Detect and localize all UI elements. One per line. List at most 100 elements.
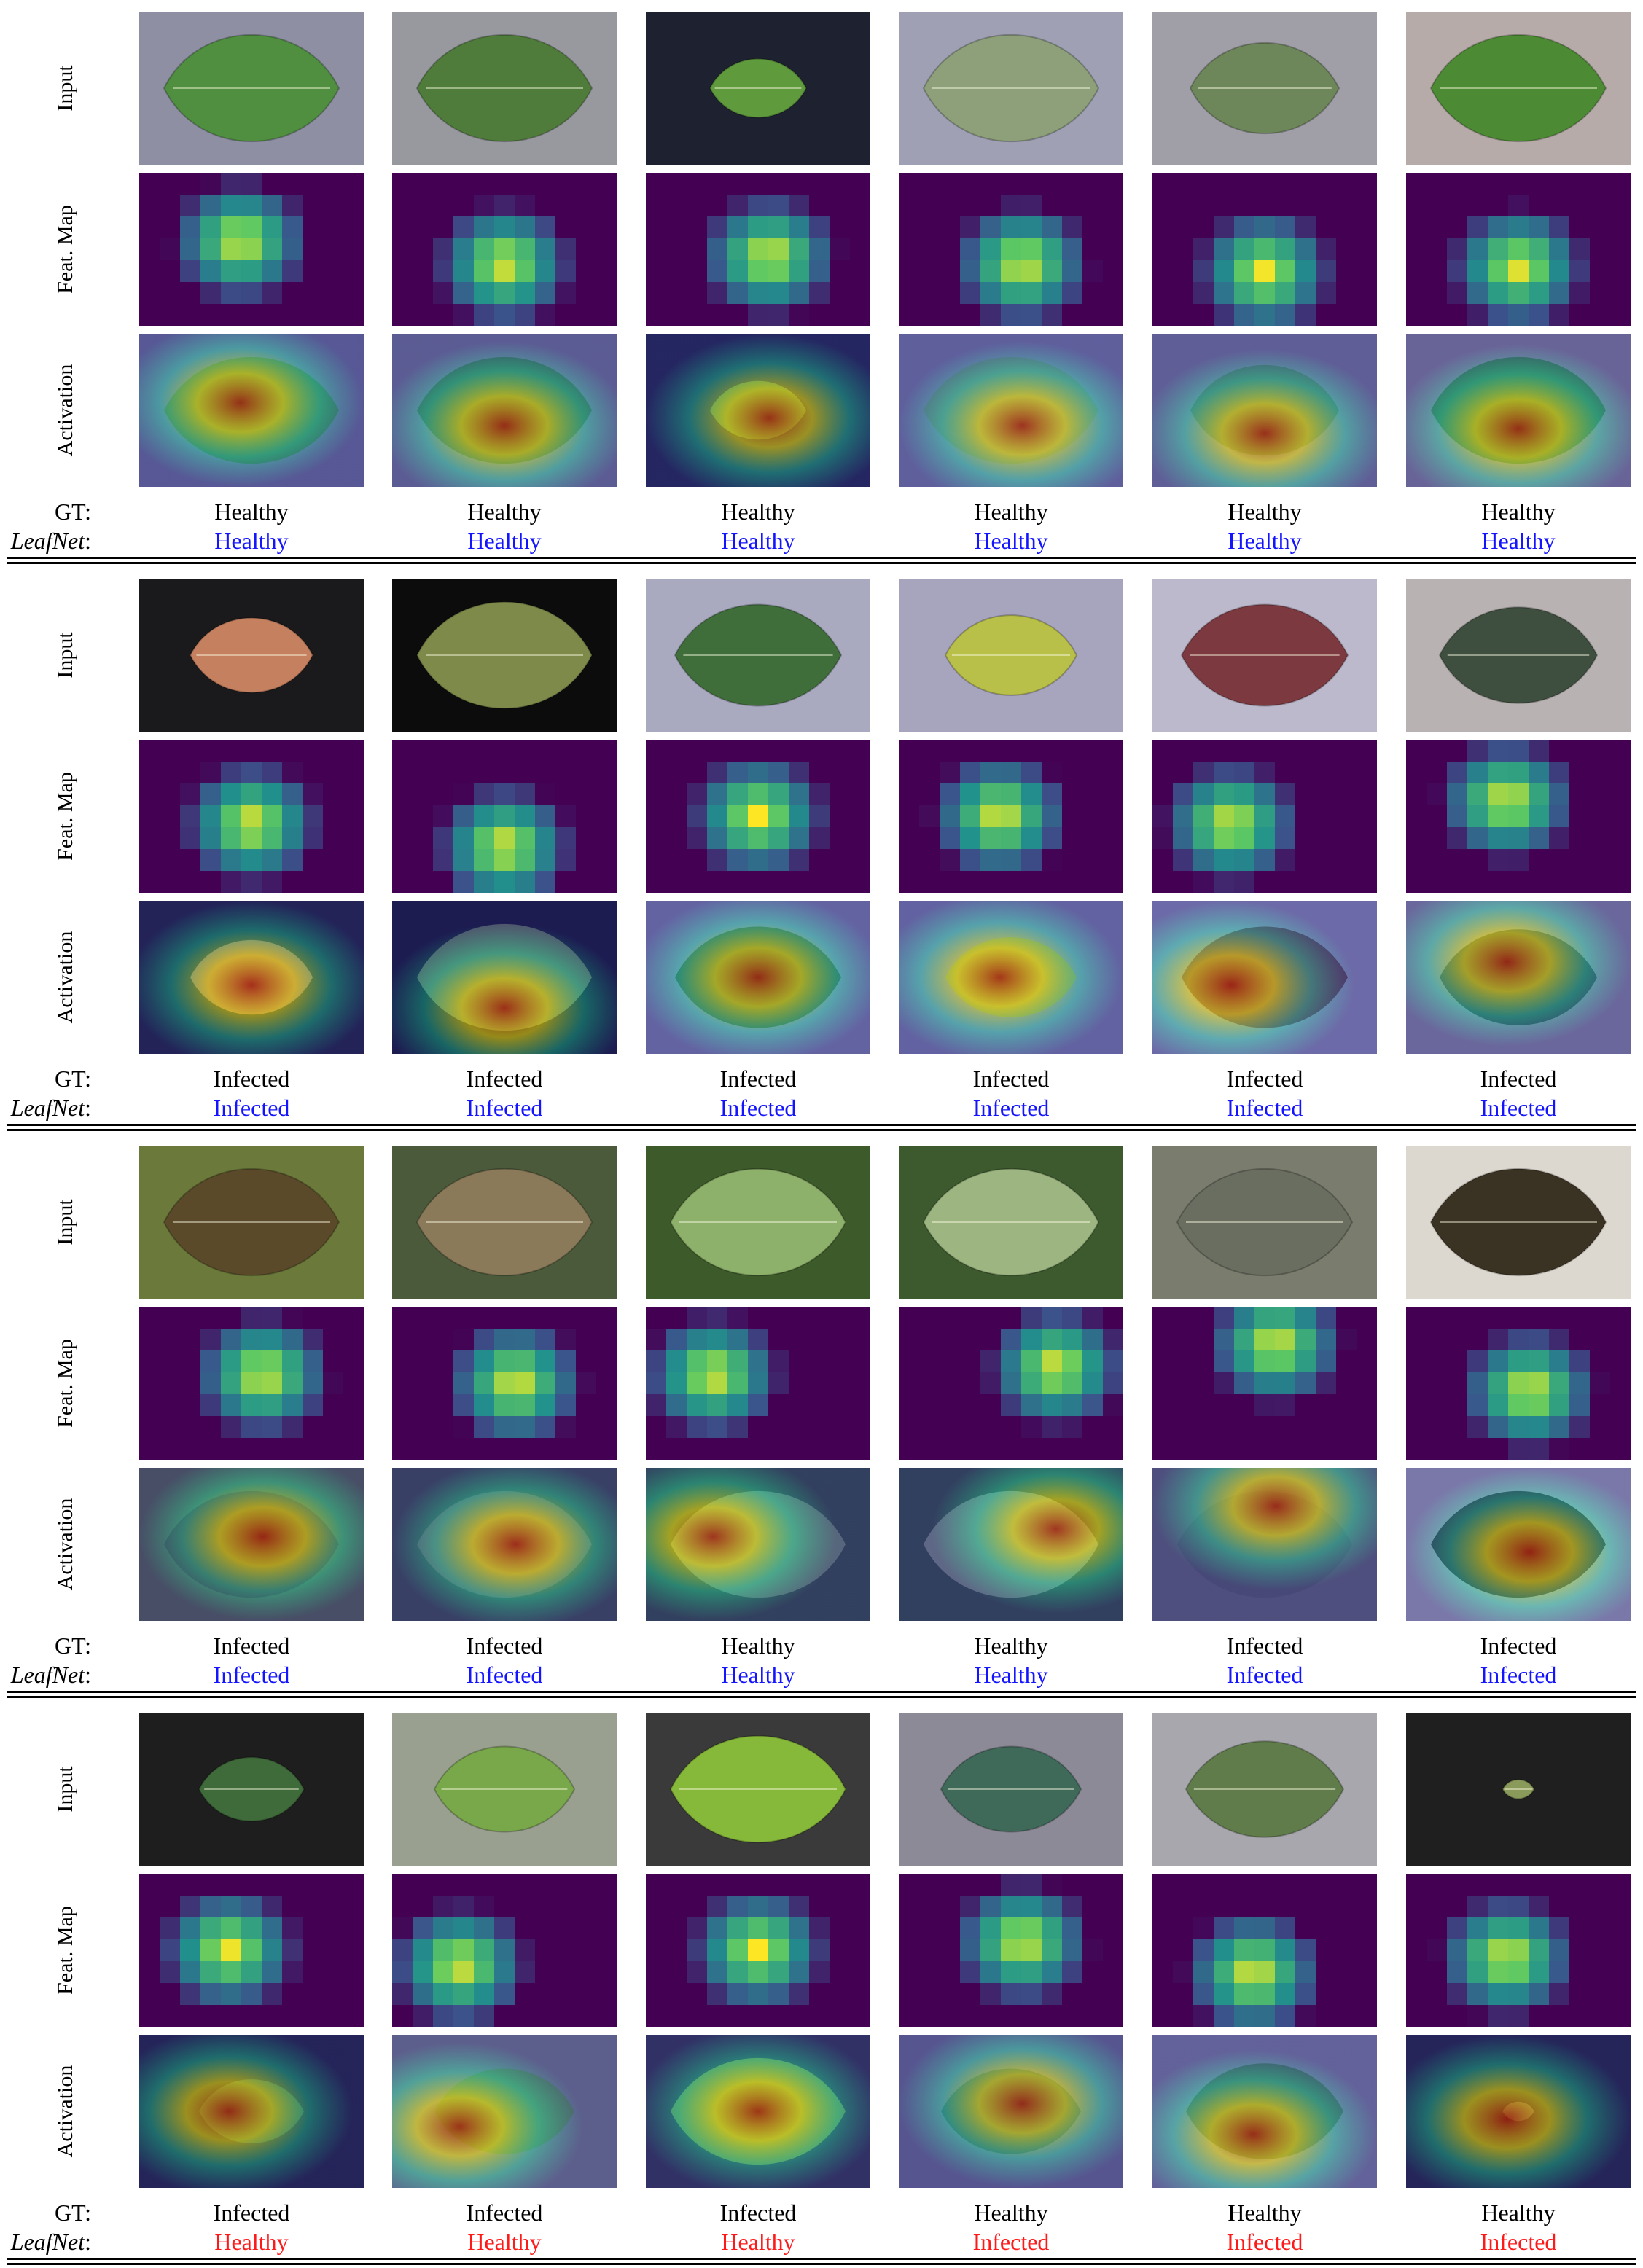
feature-map-cell — [139, 173, 364, 326]
input-cell — [392, 1146, 617, 1299]
rule-line — [7, 562, 1636, 564]
input-cell — [1406, 1713, 1631, 1866]
gt-label: GT: — [55, 1632, 91, 1659]
row-label-text: Activation — [53, 2065, 77, 2158]
prediction-label: LeafNet: — [7, 1660, 91, 1689]
feature-map — [1152, 1874, 1377, 2027]
activation-cell — [392, 2035, 617, 2188]
double-rule-separator — [7, 2258, 1636, 2267]
row-label: Activation — [0, 2035, 131, 2188]
prediction-value: Healthy — [721, 1662, 795, 1688]
feature-map — [1152, 740, 1377, 893]
activation-cell — [139, 901, 364, 1054]
gt-value: Healthy — [467, 498, 542, 525]
activation-overlay — [646, 2035, 870, 2188]
leaf-shape — [922, 34, 1100, 143]
double-rule-separator — [7, 557, 1636, 566]
input-image — [899, 12, 1123, 165]
leaf-shape — [940, 1745, 1082, 1833]
rule-line — [7, 1124, 1636, 1126]
gt-value: Healthy — [974, 498, 1048, 525]
input-cell — [899, 1146, 1123, 1299]
feature-map-cell — [139, 1874, 364, 2027]
feature-map — [139, 173, 364, 326]
feature-map-cell — [1406, 740, 1631, 893]
row-label-text: Input — [53, 1199, 77, 1246]
feature-map-cell — [392, 1307, 617, 1460]
prediction-value: Infected — [1226, 2229, 1303, 2255]
rule-line — [7, 2258, 1636, 2260]
input-image — [139, 12, 364, 165]
prediction-value: Infected — [1480, 2229, 1557, 2255]
row-label-text: Activation — [53, 931, 77, 1024]
input-image — [1406, 579, 1631, 732]
feature-map — [899, 1307, 1123, 1460]
input-cell — [1152, 579, 1377, 732]
input-cell — [646, 579, 870, 732]
row-label: Activation — [0, 1468, 131, 1621]
gt-value: Healthy — [1481, 2199, 1556, 2226]
feature-map — [899, 740, 1123, 893]
prediction-value: Infected — [1226, 1095, 1303, 1121]
gt-value: Infected — [972, 1065, 1050, 1092]
input-cell — [139, 12, 364, 165]
input-cell — [392, 579, 617, 732]
feature-map-cell — [139, 740, 364, 893]
input-image — [1406, 12, 1631, 165]
prediction-value: Healthy — [1228, 528, 1302, 554]
activation-overlay — [1406, 2035, 1631, 2188]
activation-cell — [1406, 901, 1631, 1054]
prediction-value: Healthy — [214, 2229, 289, 2255]
input-cell — [1406, 12, 1631, 165]
input-image — [646, 12, 870, 165]
leaf-shape — [415, 601, 593, 710]
input-cell — [392, 12, 617, 165]
gt-value: Infected — [213, 1632, 290, 1659]
activation-cell — [1152, 2035, 1377, 2188]
activation-cell — [1406, 1468, 1631, 1621]
activation-overlay — [899, 334, 1123, 487]
feature-map-cell — [646, 173, 870, 326]
input-image — [139, 1713, 364, 1866]
model-name-colon: : — [85, 1095, 91, 1121]
prediction-label: LeafNet: — [7, 526, 91, 555]
input-image — [646, 579, 870, 732]
feature-map — [392, 1874, 617, 2027]
activation-overlay — [646, 334, 870, 487]
leaf-shape — [669, 1735, 847, 1844]
feature-map-cell — [1406, 1874, 1631, 2027]
feature-map — [392, 740, 617, 893]
model-name-colon: : — [85, 2229, 91, 2255]
feature-map — [899, 1874, 1123, 2027]
row-label: Feat. Map — [0, 1307, 131, 1460]
activation-cell — [899, 1468, 1123, 1621]
feature-map — [646, 1874, 870, 2027]
gt-value: Healthy — [1228, 498, 1302, 525]
input-cell — [646, 1146, 870, 1299]
row-label: Feat. Map — [0, 1874, 131, 2027]
feature-map-cell — [646, 1874, 870, 2027]
feature-map-cell — [899, 1874, 1123, 2027]
activation-overlay — [646, 901, 870, 1054]
gt-value: Healthy — [974, 1632, 1048, 1659]
leaf-shape — [415, 1168, 593, 1277]
result-block: Input Feat. Map Activation Healthy Healthy He… — [0, 0, 1643, 567]
feature-map-cell — [392, 173, 617, 326]
input-cell — [646, 12, 870, 165]
row-label: Input — [0, 1713, 131, 1866]
prediction-value: Infected — [972, 2229, 1050, 2255]
activation-cell — [899, 901, 1123, 1054]
activation-overlay — [1152, 901, 1377, 1054]
input-cell — [1152, 12, 1377, 165]
input-cell — [139, 1146, 364, 1299]
row-label-text: Input — [53, 632, 77, 679]
input-cell — [139, 1713, 364, 1866]
activation-overlay — [139, 2035, 364, 2188]
activation-cell — [139, 1468, 364, 1621]
feature-map — [392, 173, 617, 326]
activation-cell — [139, 2035, 364, 2188]
prediction-value: Healthy — [214, 528, 289, 554]
input-image — [899, 579, 1123, 732]
leaf-shape — [1429, 34, 1607, 143]
feature-map — [1406, 1874, 1631, 2027]
